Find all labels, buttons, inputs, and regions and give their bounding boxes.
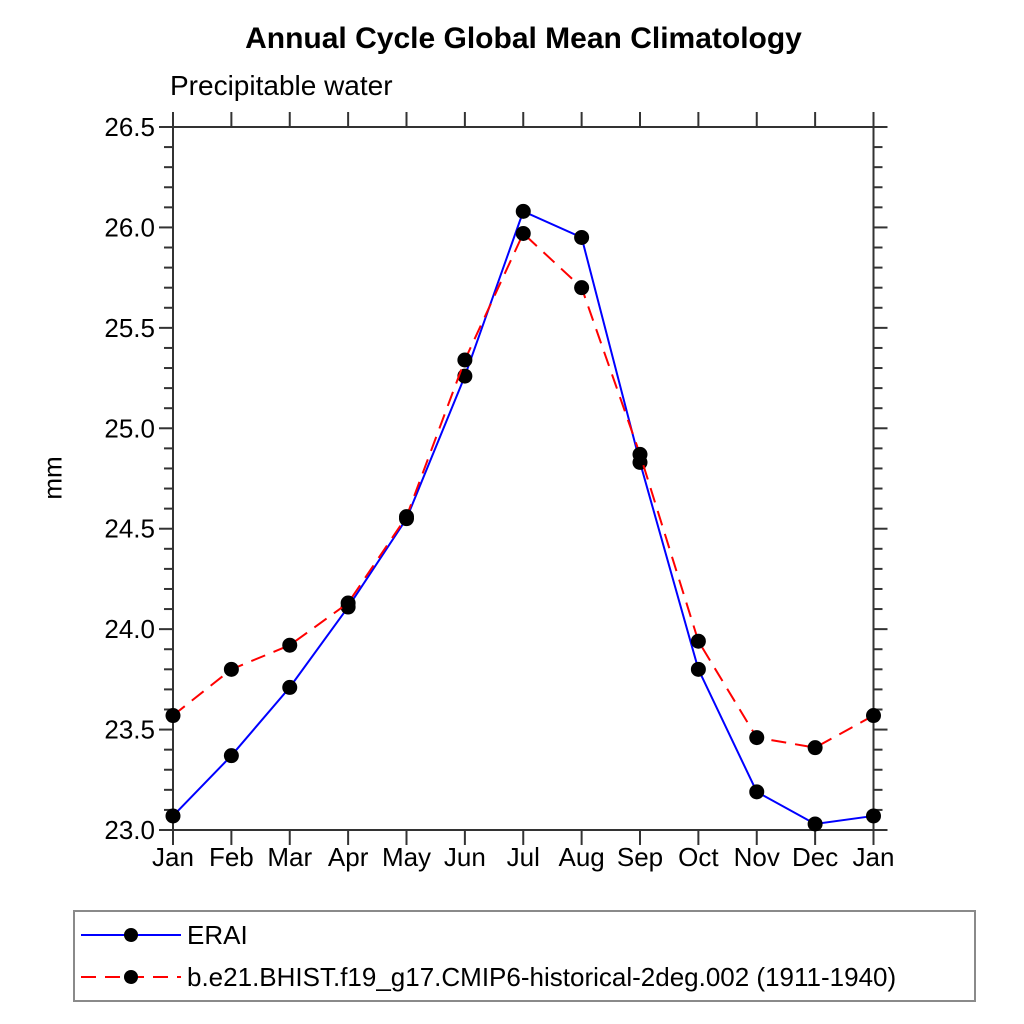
- data-point-marker: [399, 509, 414, 525]
- legend: ERAI b.e21.BHIST.f19_g17.CMIP6-historica…: [73, 910, 976, 1002]
- data-point-marker: [515, 225, 531, 241]
- data-point-marker: [457, 352, 473, 368]
- x-axis-tick-label: May: [382, 842, 431, 872]
- series-line-1: [172, 231, 874, 749]
- x-axis-tick-label: Sep: [617, 842, 663, 872]
- x-axis-tick-label: Jan: [152, 842, 194, 872]
- x-axis-tick-label: Jul: [507, 842, 540, 872]
- y-axis-tick-label: 25.0: [104, 413, 155, 443]
- y-axis-tick-label: 26.5: [104, 112, 155, 142]
- data-point-marker: [223, 748, 239, 764]
- x-axis-tick-label: Nov: [734, 842, 780, 872]
- data-point-marker: [866, 708, 881, 724]
- data-point-marker: [749, 784, 765, 800]
- legend-swatch-solid-line: [81, 928, 181, 942]
- data-point-marker: [690, 661, 706, 677]
- data-point-marker: [749, 730, 765, 746]
- data-point-marker: [282, 637, 298, 653]
- legend-label-model: b.e21.BHIST.f19_g17.CMIP6-historical-2de…: [187, 961, 897, 992]
- data-point-marker: [340, 595, 356, 611]
- y-axis-tick-label: 23.5: [104, 715, 155, 745]
- data-point-marker: [515, 203, 531, 219]
- legend-item-erai: ERAI: [75, 914, 974, 956]
- x-axis-tick-label: Oct: [678, 842, 719, 872]
- legend-label-erai: ERAI: [187, 919, 248, 950]
- x-axis-tick-label: Feb: [209, 842, 254, 872]
- x-axis-tick-label: Mar: [267, 842, 312, 872]
- x-axis-tick-label: Dec: [792, 842, 838, 872]
- legend-swatch-dashed-line: [81, 970, 181, 984]
- y-axis-tick-label: 25.5: [104, 313, 155, 343]
- x-axis-tick-label: Apr: [328, 842, 369, 872]
- chart-title: Annual Cycle Global Mean Climatology: [245, 22, 802, 55]
- data-point-marker: [574, 229, 590, 245]
- data-point-marker: [690, 633, 706, 649]
- data-point-marker: [807, 740, 823, 756]
- legend-item-model: b.e21.BHIST.f19_g17.CMIP6-historical-2de…: [75, 956, 974, 998]
- y-axis-tick-label: 23.0: [104, 815, 155, 845]
- data-point-marker: [223, 661, 239, 677]
- x-axis-tick-label: Jun: [444, 842, 486, 872]
- data-point-marker: [282, 679, 298, 695]
- data-point-marker: [165, 808, 181, 824]
- y-axis-tick-label: 24.0: [104, 614, 155, 644]
- x-axis-tick-label: Aug: [558, 842, 604, 872]
- data-point-marker: [807, 816, 823, 832]
- y-axis-tick-label: 26.0: [104, 212, 155, 242]
- data-point-marker: [866, 808, 881, 824]
- data-point-marker: [574, 280, 590, 296]
- x-axis-tick-label: Jan: [853, 842, 895, 872]
- chart-subtitle: Precipitable water: [170, 70, 393, 101]
- data-point-marker: [632, 446, 648, 462]
- y-axis-tick-label: 24.5: [104, 514, 155, 544]
- data-point-marker: [165, 708, 181, 724]
- series-line-0: [172, 210, 874, 826]
